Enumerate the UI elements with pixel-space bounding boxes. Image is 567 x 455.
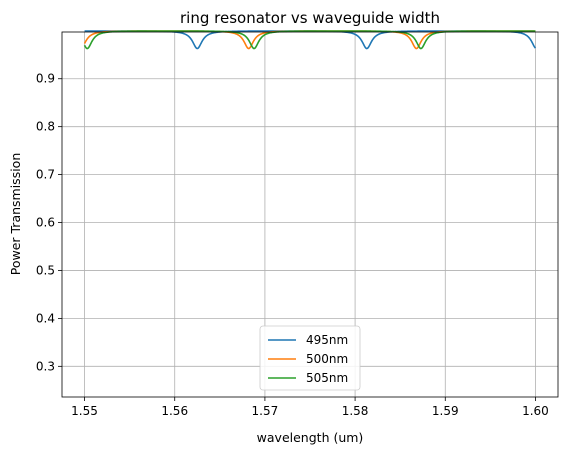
series-layer (83, 30, 537, 50)
legend-label-495nm: 495nm (306, 333, 348, 347)
x-tick-label: 1.57 (252, 404, 279, 418)
x-tick-label: 1.59 (432, 404, 459, 418)
x-tick-label: 1.56 (161, 404, 188, 418)
plot-frame (61, 31, 559, 398)
legend-label-500nm: 500nm (306, 352, 348, 366)
y-tick-label: 0.8 (36, 120, 55, 134)
y-axis-label: Power Transmission (8, 153, 23, 276)
grid (62, 32, 558, 397)
legend-label-505nm: 505nm (306, 371, 348, 385)
legend-box (259, 325, 361, 391)
y-tick-label: 0.7 (36, 168, 55, 182)
y-tick-label: 0.9 (36, 72, 55, 86)
x-tick-label: 1.60 (522, 404, 549, 418)
y-tick-label: 0.5 (36, 263, 55, 277)
chart-title: ring resonator vs waveguide width (180, 9, 440, 27)
x-axis-label: wavelength (um) (257, 430, 364, 445)
x-tick-label: 1.58 (342, 404, 369, 418)
x-ticks: 1.55 1.56 1.57 1.58 1.59 1.60 (71, 397, 549, 418)
y-tick-label: 0.4 (36, 311, 55, 325)
legend: 495nm 500nm 505nm (259, 325, 361, 391)
y-ticks: 0.3 0.4 0.5 0.6 0.7 0.8 0.9 (36, 72, 62, 373)
y-tick-label: 0.6 (36, 216, 55, 230)
y-tick-label: 0.3 (36, 359, 55, 373)
x-tick-label: 1.55 (71, 404, 98, 418)
series-line-505nm (83, 30, 536, 50)
